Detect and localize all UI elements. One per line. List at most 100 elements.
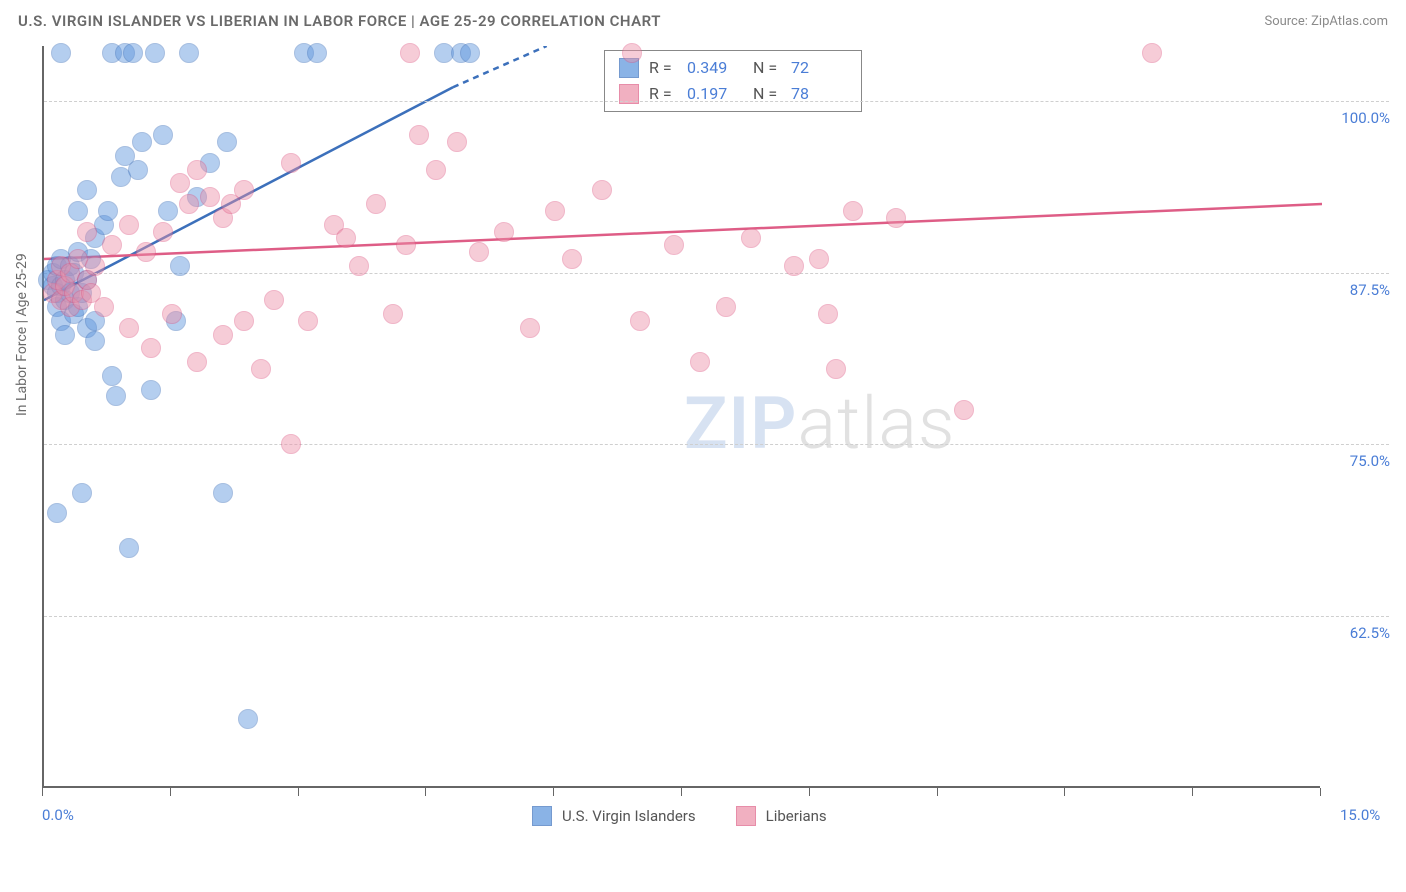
data-point	[592, 180, 612, 200]
legend-n-value: 78	[791, 81, 847, 107]
data-point	[281, 153, 301, 173]
legend-n-value: 72	[791, 55, 847, 81]
data-point	[826, 359, 846, 379]
data-point	[562, 249, 582, 269]
data-point	[664, 235, 684, 255]
data-point	[409, 125, 429, 145]
data-point	[1142, 43, 1162, 63]
y-tick-label: 100.0%	[1330, 109, 1390, 127]
data-point	[716, 297, 736, 317]
data-point	[200, 187, 220, 207]
data-point	[158, 201, 178, 221]
data-point	[809, 249, 829, 269]
data-point	[784, 256, 804, 276]
data-point	[162, 304, 182, 324]
data-point	[630, 311, 650, 331]
data-point	[102, 235, 122, 255]
data-point	[106, 386, 126, 406]
data-point	[179, 194, 199, 214]
x-axis-max-label: 15.0%	[1340, 806, 1380, 824]
data-point	[119, 318, 139, 338]
x-tick	[809, 788, 810, 796]
data-point	[234, 311, 254, 331]
data-point	[426, 160, 446, 180]
data-point	[336, 228, 356, 248]
gridline	[44, 616, 1389, 617]
data-point	[85, 331, 105, 351]
data-point	[51, 43, 71, 63]
data-point	[187, 160, 207, 180]
x-tick	[1064, 788, 1065, 796]
x-tick	[170, 788, 171, 796]
x-tick	[937, 788, 938, 796]
data-point	[383, 304, 403, 324]
x-tick	[1192, 788, 1193, 796]
watermark-bold: ZIP	[684, 381, 797, 466]
data-point	[98, 201, 118, 221]
data-point	[68, 201, 88, 221]
data-point	[494, 222, 514, 242]
data-point	[128, 160, 148, 180]
data-point	[187, 352, 207, 372]
legend-row: R = 0.349 N = 72	[619, 55, 847, 81]
data-point	[102, 366, 122, 386]
data-point	[47, 503, 67, 523]
data-point	[170, 173, 190, 193]
data-point	[886, 208, 906, 228]
gridline	[44, 101, 1389, 102]
data-point	[132, 132, 152, 152]
source-attribution: Source: ZipAtlas.com	[1264, 14, 1388, 29]
series-legend: U.S. Virgin Islanders Liberians	[532, 806, 827, 826]
data-point	[72, 483, 92, 503]
data-point	[843, 201, 863, 221]
y-tick-label: 87.5%	[1330, 281, 1390, 299]
data-point	[213, 483, 233, 503]
x-tick	[553, 788, 554, 796]
data-point	[119, 538, 139, 558]
data-point	[123, 43, 143, 63]
plot-area: ZIPatlas R = 0.349 N = 72 R = 0.197 N = …	[42, 46, 1320, 788]
data-point	[136, 242, 156, 262]
x-tick	[1320, 788, 1321, 796]
data-point	[55, 325, 75, 345]
data-point	[460, 43, 480, 63]
data-point	[469, 242, 489, 262]
legend-swatch	[532, 806, 552, 826]
y-axis-title: In Labor Force | Age 25-29	[14, 253, 30, 416]
data-point	[238, 709, 258, 729]
x-axis-min-label: 0.0%	[42, 806, 74, 824]
gridline	[44, 444, 1389, 445]
data-point	[520, 318, 540, 338]
data-point	[366, 194, 386, 214]
x-tick	[298, 788, 299, 796]
scatter-chart: In Labor Force | Age 25-29 ZIPatlas R = …	[42, 46, 1394, 834]
data-point	[622, 43, 642, 63]
legend-item: Liberians	[736, 806, 827, 826]
data-point	[545, 201, 565, 221]
data-point	[298, 311, 318, 331]
data-point	[217, 132, 237, 152]
legend-row: R = 0.197 N = 78	[619, 81, 847, 107]
y-tick-label: 75.0%	[1330, 452, 1390, 470]
data-point	[145, 43, 165, 63]
data-point	[141, 380, 161, 400]
data-point	[153, 222, 173, 242]
legend-r-label: R =	[649, 81, 677, 107]
data-point	[77, 180, 97, 200]
data-point	[179, 43, 199, 63]
legend-swatch	[736, 806, 756, 826]
x-tick	[425, 788, 426, 796]
watermark-thin: atlas	[797, 381, 955, 466]
data-point	[281, 434, 301, 454]
legend-n-label: N =	[753, 81, 781, 107]
data-point	[251, 359, 271, 379]
data-point	[400, 43, 420, 63]
data-point	[741, 228, 761, 248]
data-point	[170, 256, 190, 276]
data-point	[264, 290, 284, 310]
trend-lines	[44, 46, 1322, 788]
y-tick-label: 62.5%	[1330, 624, 1390, 642]
data-point	[818, 304, 838, 324]
data-point	[77, 222, 97, 242]
data-point	[141, 338, 161, 358]
